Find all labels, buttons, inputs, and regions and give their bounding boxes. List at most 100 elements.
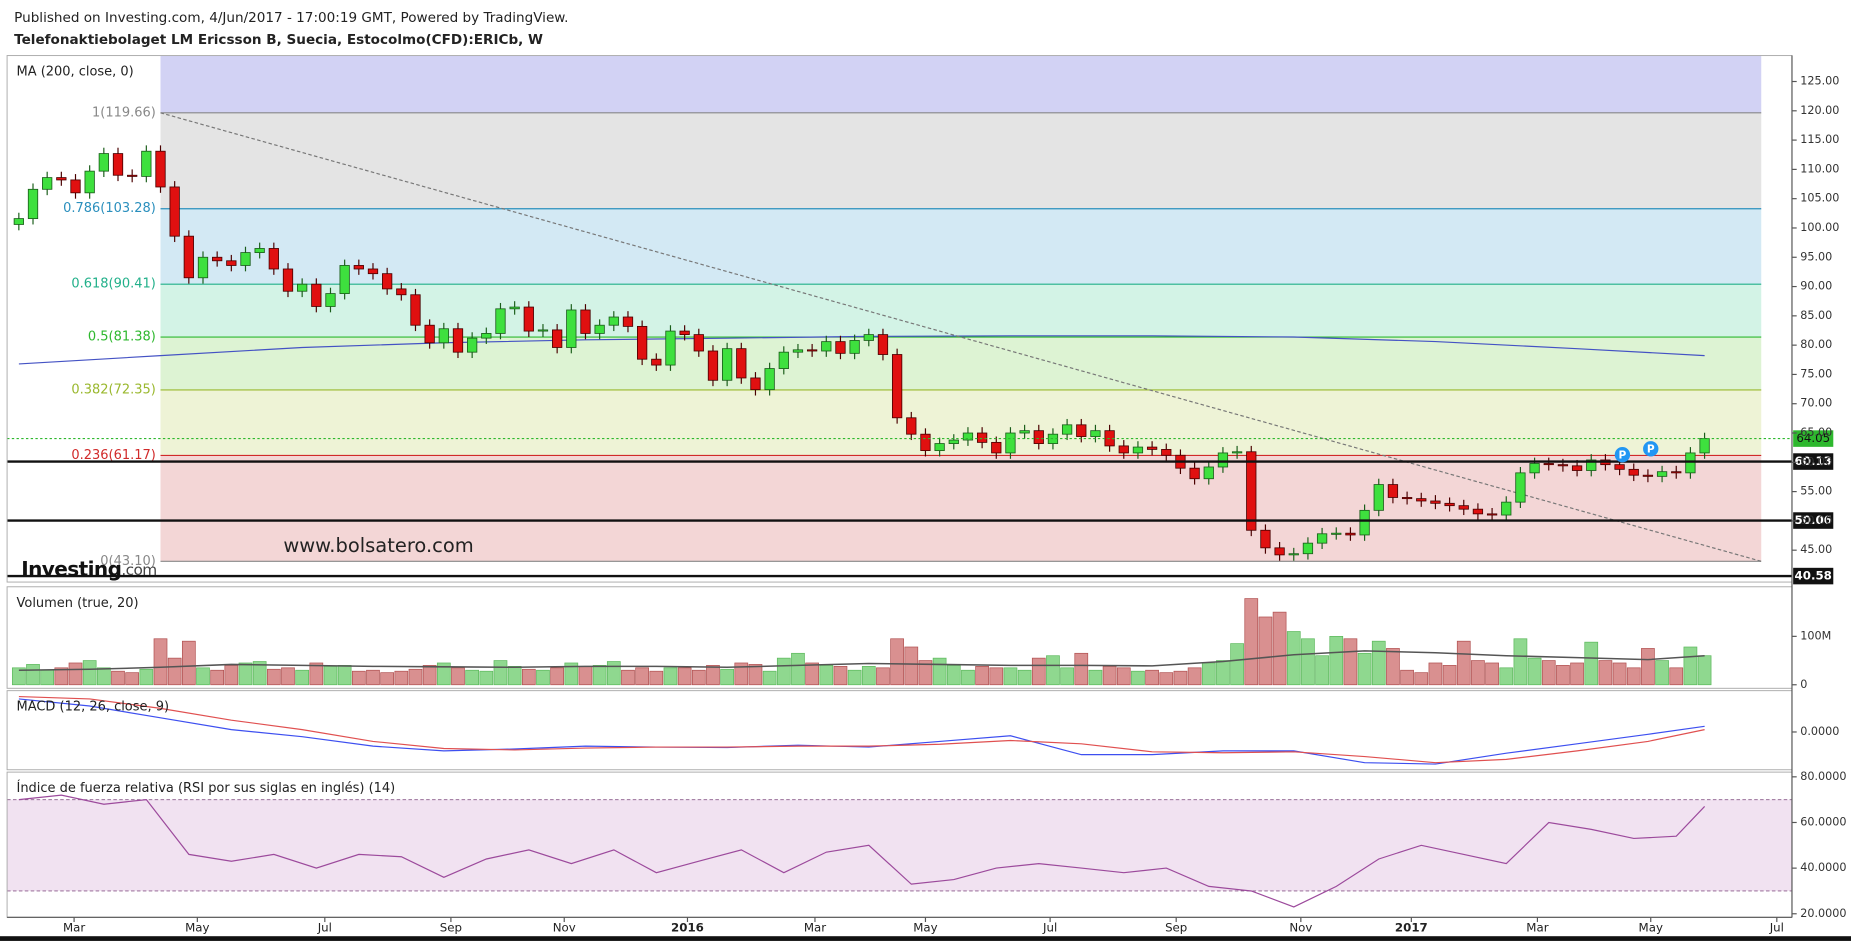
candle-body [1118, 445, 1129, 454]
candle-body [622, 316, 634, 327]
candle-body [1331, 532, 1342, 535]
panel-title: MACD (12, 26, close, 9) [17, 700, 170, 715]
volume-bar [592, 665, 607, 686]
candle-body [42, 177, 53, 190]
candle-body [1302, 542, 1314, 555]
volume-bar [451, 667, 465, 686]
volume-bar [720, 668, 734, 686]
level-tag [1793, 512, 1834, 529]
candle-body [665, 330, 676, 366]
volume-bar [932, 657, 947, 686]
candle-body [1543, 463, 1554, 466]
volume-bar [1386, 648, 1400, 686]
volume-bar [181, 640, 196, 686]
fib-band [160, 389, 1762, 456]
candle-body [849, 340, 860, 354]
volume-bar [1626, 667, 1641, 686]
candle-body [467, 337, 478, 353]
volume-bar [890, 638, 904, 686]
y-tick-label: 80.0000 [1800, 770, 1846, 783]
volume-bar [1060, 667, 1074, 686]
volume-bar [1556, 665, 1570, 686]
candle-body [1246, 451, 1257, 531]
candle-body [438, 328, 449, 344]
x-tick-label: Sep [1165, 920, 1187, 934]
y-tick-label: 60.00 [1800, 455, 1832, 468]
volume-bar [167, 657, 182, 686]
candle-body [1161, 449, 1172, 456]
candle-body [1671, 471, 1682, 474]
level-label: 40.58 [1795, 569, 1832, 583]
volume-bar [819, 665, 834, 686]
x-tick-label: Mar [63, 920, 85, 934]
volume-bar [635, 667, 649, 686]
candle-body [637, 325, 648, 360]
candle-body [382, 273, 393, 290]
candle-body [1146, 446, 1158, 450]
x-tick-label: May [1639, 920, 1663, 934]
volume-bar [224, 665, 239, 686]
volume-bar [507, 666, 522, 686]
volume-bar [68, 662, 83, 686]
fib-band [160, 55, 1762, 113]
candle-body [1614, 464, 1625, 470]
candle-body [367, 268, 379, 275]
volume-bar [1046, 655, 1060, 686]
candle-body [1529, 463, 1540, 474]
volume-bar [1598, 660, 1613, 686]
candle-body [806, 349, 818, 352]
level-label: 50.06 [1795, 513, 1832, 527]
y-tick-label: 100M [1800, 629, 1831, 642]
chart-title: Telefonaktiebolaget LM Ericsson B, Sueci… [14, 32, 543, 48]
candle-body [821, 341, 832, 352]
x-tick-label: Mar [1526, 920, 1548, 934]
candle-body [552, 329, 563, 348]
volume-bar [1102, 666, 1117, 686]
marker [1643, 441, 1659, 457]
candle-body [1288, 553, 1299, 556]
volume-bar [663, 667, 678, 686]
volume-bar [762, 670, 777, 686]
candle-body [707, 350, 719, 381]
logo: Investing.com [21, 557, 156, 581]
y-tick-label: 85.00 [1800, 309, 1832, 322]
candle-body [1699, 438, 1710, 454]
y-tick-label: 125.00 [1800, 75, 1839, 88]
volume-bar [1357, 652, 1372, 686]
fib-band [160, 112, 1762, 209]
fib-label: 0.382(72.35) [71, 382, 155, 397]
volume-bar [351, 670, 366, 686]
volume-bar [1612, 662, 1627, 686]
volume-bar [252, 661, 267, 686]
candle-body [962, 432, 974, 441]
volume-bar [54, 667, 69, 686]
candle-body [792, 349, 804, 353]
volume-bar [1244, 598, 1259, 686]
volume-bar [394, 670, 409, 686]
candle-body [353, 265, 364, 270]
candle-body [240, 252, 251, 266]
y-tick-label: 20.0000 [1800, 907, 1846, 920]
candle-body [1515, 472, 1526, 503]
candle-body [311, 283, 322, 307]
volume-bar [776, 657, 791, 686]
volume-bar [125, 672, 140, 686]
volume-bar [40, 669, 55, 686]
candle-body [339, 265, 350, 295]
candle-body [594, 324, 605, 334]
candle-body [1316, 533, 1328, 544]
x-tick-label: Nov [1289, 920, 1312, 934]
volume-bar [1329, 635, 1344, 686]
y-tick-label: 90.00 [1800, 280, 1832, 293]
candle-body [1656, 471, 1668, 477]
logo-suffix: .com [121, 561, 156, 579]
candle-body [1557, 464, 1569, 467]
volume-bar [1131, 670, 1145, 686]
volume-bar [791, 652, 805, 686]
candle-body [1203, 466, 1214, 480]
volume-bar [493, 660, 508, 686]
candle-body [693, 334, 704, 352]
volume-bar [706, 665, 720, 686]
candle-body [169, 186, 180, 237]
